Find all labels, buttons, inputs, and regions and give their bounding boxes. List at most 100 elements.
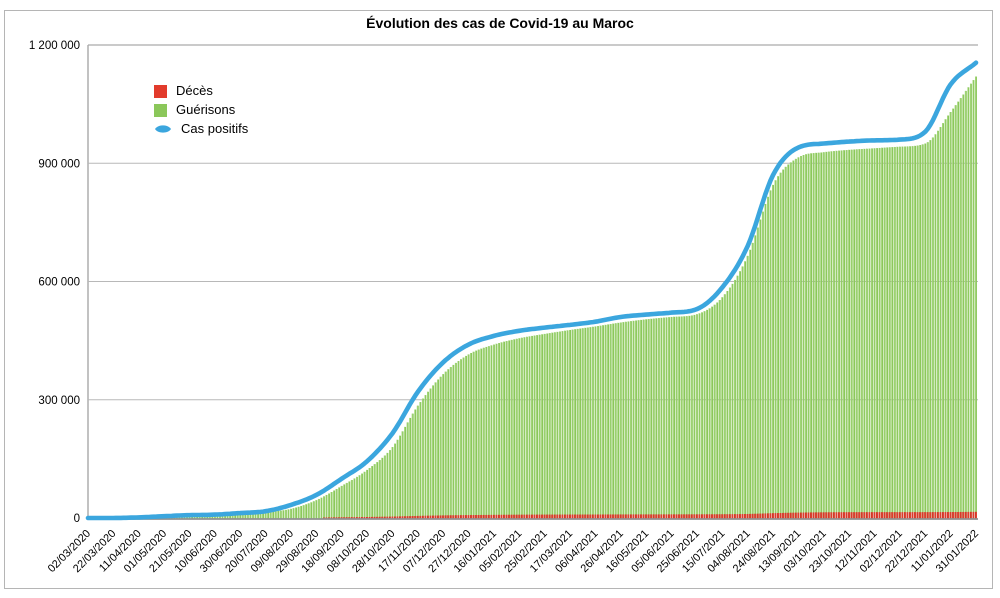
recoveries-bar xyxy=(718,300,721,519)
recoveries-bar-highlight xyxy=(784,166,786,519)
deaths-bar-highlight xyxy=(822,512,824,519)
deaths-bar xyxy=(642,514,645,519)
recoveries-bar-highlight xyxy=(607,324,608,519)
deaths-bar-highlight xyxy=(404,516,405,519)
recoveries-bar xyxy=(731,283,734,519)
recoveries-bar-highlight xyxy=(556,331,558,519)
recoveries-bar-highlight xyxy=(533,335,535,519)
recoveries-bar xyxy=(388,450,391,519)
recoveries-bar-highlight xyxy=(520,337,522,519)
recoveries-bar xyxy=(708,308,711,519)
recoveries-bar-highlight xyxy=(637,320,639,519)
recoveries-bars xyxy=(147,76,977,519)
recoveries-bar xyxy=(805,154,807,519)
recoveries-bar-highlight xyxy=(759,219,761,519)
deaths-bar xyxy=(439,515,442,519)
deaths-bar xyxy=(898,512,901,519)
deaths-bar xyxy=(896,512,899,519)
deaths-bar-highlight xyxy=(424,515,426,519)
deaths-bar xyxy=(947,512,950,519)
recoveries-bar-highlight xyxy=(361,473,362,519)
deaths-bar-highlight xyxy=(713,514,715,519)
recoveries-bar-highlight xyxy=(462,357,464,519)
deaths-bar xyxy=(510,514,513,519)
recoveries-bar xyxy=(746,255,749,519)
recoveries-bar xyxy=(409,417,412,519)
recoveries-bar xyxy=(343,484,346,519)
recoveries-bar xyxy=(959,98,962,519)
deaths-bar-highlight xyxy=(454,515,456,519)
deaths-bar-highlight xyxy=(376,516,377,519)
recoveries-bar-highlight xyxy=(409,417,410,519)
deaths-bar-highlight xyxy=(706,514,707,519)
deaths-bar xyxy=(959,511,962,519)
deaths-bar-highlight xyxy=(437,515,438,519)
deaths-bar-highlight xyxy=(495,514,497,519)
deaths-bar-highlight xyxy=(772,513,773,519)
deaths-bar-highlight xyxy=(465,515,466,519)
deaths-bar xyxy=(589,514,592,519)
recoveries-bar xyxy=(975,76,977,519)
deaths-bar xyxy=(703,514,706,519)
recoveries-bar xyxy=(723,294,726,519)
recoveries-bar-highlight xyxy=(541,334,542,519)
deaths-bar xyxy=(792,512,795,519)
deaths-bar-highlight xyxy=(964,511,966,519)
recoveries-bar xyxy=(751,242,754,519)
deaths-bar-highlight xyxy=(873,512,875,519)
recoveries-bar-highlight xyxy=(624,321,626,519)
deaths-bar-highlight xyxy=(345,517,347,519)
recoveries-bar xyxy=(325,494,328,519)
deaths-bar-highlight xyxy=(373,516,375,519)
recoveries-bar xyxy=(328,493,330,519)
recoveries-bar xyxy=(652,318,655,519)
recoveries-bar-highlight xyxy=(622,322,624,519)
deaths-bar xyxy=(564,514,566,519)
recoveries-bar-highlight xyxy=(300,506,301,519)
recoveries-bar-highlight xyxy=(561,331,563,519)
deaths-bar xyxy=(584,514,587,519)
recoveries-bar-highlight xyxy=(805,154,806,519)
recoveries-bar-highlight xyxy=(429,388,431,519)
recoveries-bar-highlight xyxy=(860,149,862,519)
recoveries-bar-highlight xyxy=(952,108,953,519)
deaths-bar xyxy=(487,514,490,519)
recoveries-bar-highlight xyxy=(865,148,867,519)
deaths-bar-highlight xyxy=(500,514,502,519)
deaths-bar-highlight xyxy=(969,511,971,519)
recoveries-bar xyxy=(505,341,508,519)
deaths-bar-highlight xyxy=(840,512,842,519)
deaths-bar-highlight xyxy=(919,512,920,519)
recoveries-bar xyxy=(493,344,495,519)
recoveries-bar-highlight xyxy=(269,511,271,519)
recoveries-bar-highlight xyxy=(820,152,822,519)
recoveries-bar xyxy=(668,317,670,519)
cas-positifs-legend-label: Cas positifs xyxy=(181,121,249,136)
recoveries-bar xyxy=(287,509,290,519)
recoveries-bar xyxy=(657,318,660,519)
recoveries-bar-highlight xyxy=(711,306,712,519)
deaths-bar-highlight xyxy=(716,514,717,519)
recoveries-bar xyxy=(726,291,729,519)
recoveries-bar-highlight xyxy=(840,150,842,519)
recoveries-bar-highlight xyxy=(749,249,750,519)
recoveries-bar xyxy=(538,334,541,519)
recoveries-bar-highlight xyxy=(350,479,352,519)
recoveries-bar xyxy=(602,325,604,519)
deaths-bar-highlight xyxy=(614,514,616,519)
deaths-bar xyxy=(698,514,701,519)
recoveries-bar xyxy=(520,337,523,519)
recoveries-bar xyxy=(350,479,353,519)
recoveries-bar-highlight xyxy=(782,169,783,519)
deaths-bar xyxy=(873,512,876,519)
recoveries-bar xyxy=(386,452,389,519)
recoveries-bar-highlight xyxy=(774,180,776,519)
deces-legend-swatch xyxy=(154,84,167,98)
deaths-bar-highlight xyxy=(975,511,976,519)
recoveries-bar xyxy=(597,326,599,519)
deaths-bar-highlight xyxy=(330,517,332,519)
recoveries-bar-highlight xyxy=(231,514,233,519)
recoveries-bar-highlight xyxy=(969,83,971,519)
recoveries-bar-highlight xyxy=(307,503,309,519)
recoveries-bar xyxy=(495,343,498,519)
